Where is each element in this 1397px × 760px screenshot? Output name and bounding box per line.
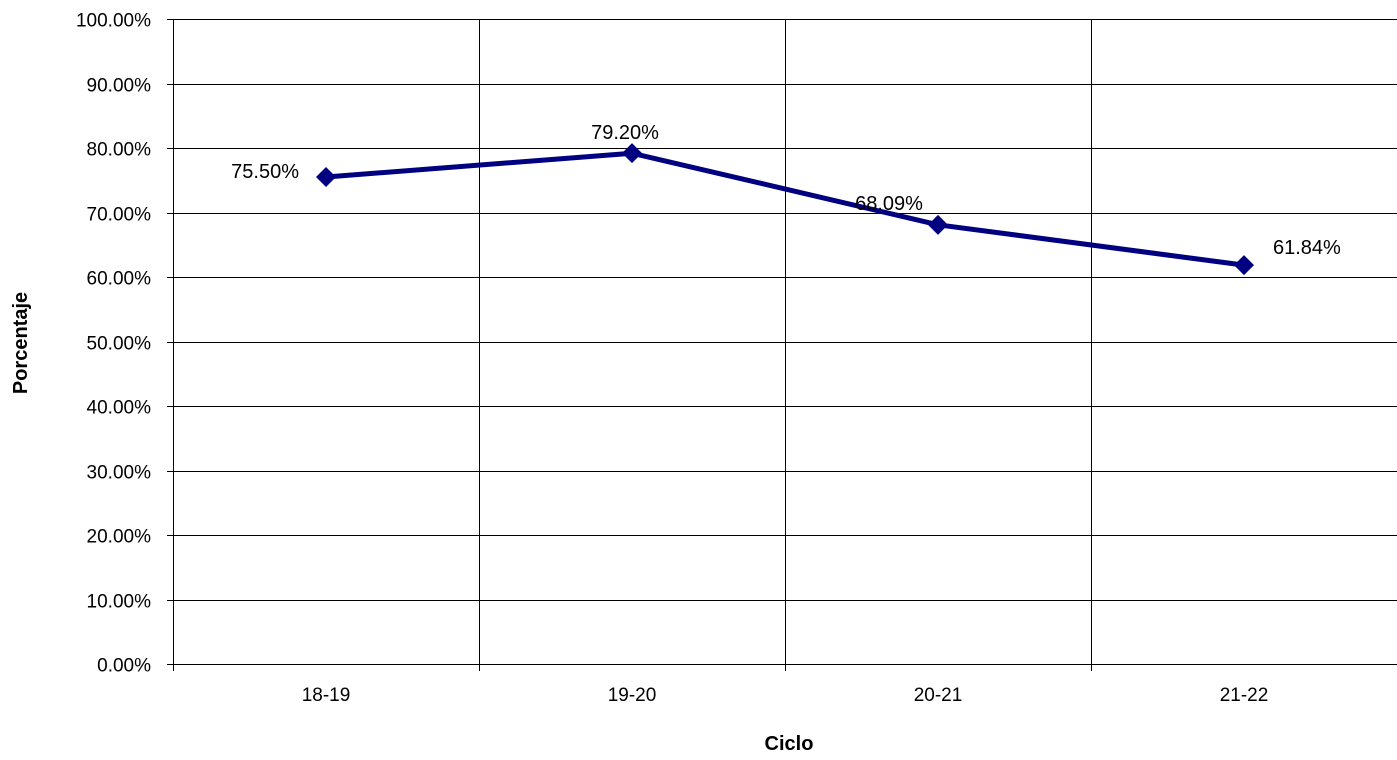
x-tick-labels: 18-19 19-20 20-21 21-22	[302, 685, 1269, 706]
y-tick-labels: 0.00% 10.00% 20.00% 30.00% 40.00% 50.00% 60.00…	[76, 11, 151, 677]
y-tick-label: 30.00%	[87, 463, 152, 484]
y-tick-label: 10.00%	[87, 592, 152, 613]
data-label: 61.84%	[1273, 237, 1341, 259]
markers	[316, 143, 1254, 276]
diamond-marker	[622, 143, 642, 164]
series-line	[325, 150, 1245, 268]
data-label: 75.50%	[231, 161, 299, 183]
grid	[173, 19, 1397, 671]
diamond-marker	[1234, 255, 1254, 276]
x-tick-label: 20-21	[914, 685, 963, 706]
axes	[167, 19, 1397, 665]
x-tick-label: 19-20	[608, 685, 657, 706]
y-tick-label: 80.00%	[87, 140, 152, 161]
diamond-marker	[316, 167, 336, 188]
y-tick-label: 50.00%	[87, 334, 152, 355]
y-tick-label: 40.00%	[87, 398, 152, 419]
series	[325, 150, 1245, 268]
y-axis-title: Porcentaje	[10, 292, 32, 394]
y-tick-label: 70.00%	[87, 205, 152, 226]
y-tick-label: 100.00%	[76, 11, 151, 32]
data-labels: 75.50% 79.20% 68.09% 61.84%	[231, 122, 1341, 259]
x-tick-label: 21-22	[1220, 685, 1269, 706]
data-label: 68.09%	[855, 193, 923, 215]
y-tick-label: 0.00%	[97, 656, 151, 677]
y-tick-label: 90.00%	[87, 76, 152, 97]
x-axis-title: Ciclo	[765, 733, 814, 755]
x-tick-label: 18-19	[302, 685, 351, 706]
data-label: 79.20%	[591, 122, 659, 144]
y-tick-label: 20.00%	[87, 527, 152, 548]
diamond-marker	[928, 214, 948, 235]
y-tick-label: 60.00%	[87, 269, 152, 290]
